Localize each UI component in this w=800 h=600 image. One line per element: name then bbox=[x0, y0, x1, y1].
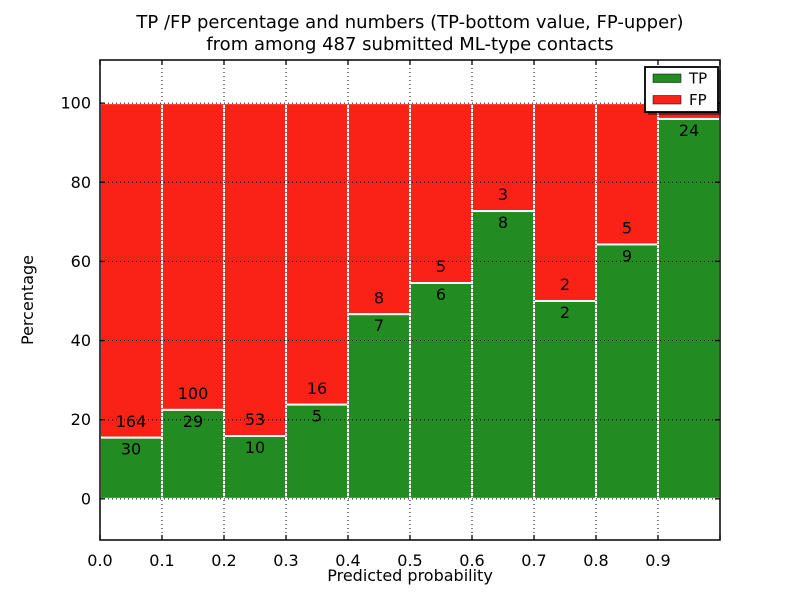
y-tick-label: 0 bbox=[81, 489, 91, 508]
chart-title-line1: TP /FP percentage and numbers (TP-bottom… bbox=[135, 12, 683, 33]
legend: TP FP bbox=[644, 66, 721, 115]
tp-bar-segment bbox=[347, 313, 411, 500]
x-tick-label: 0.5 bbox=[397, 551, 422, 570]
tp-count-label: 2 bbox=[560, 303, 570, 322]
x-tick-label: 0.1 bbox=[149, 551, 174, 570]
tp-count-label: 24 bbox=[679, 121, 699, 140]
gridlines-layer bbox=[100, 60, 720, 540]
fp-bar-segment bbox=[471, 102, 535, 213]
legend-swatch-fp bbox=[652, 95, 682, 105]
x-tick-label: 0.0 bbox=[87, 551, 112, 570]
tp-count-label: 10 bbox=[245, 438, 265, 457]
fp-count-label: 3 bbox=[498, 185, 508, 204]
x-tick-label: 0.2 bbox=[211, 551, 236, 570]
y-tick-label: 40 bbox=[71, 331, 91, 350]
tp-count-label: 8 bbox=[498, 213, 508, 232]
x-tick-label: 0.3 bbox=[273, 551, 298, 570]
y-tick-label: 80 bbox=[71, 173, 91, 192]
fp-bar-segment bbox=[285, 102, 349, 406]
fp-count-label: 53 bbox=[245, 410, 265, 429]
tp-count-label: 5 bbox=[312, 406, 322, 425]
x-axis-label: Predicted probability bbox=[327, 566, 493, 585]
y-tick-label: 20 bbox=[71, 410, 91, 429]
legend-label-tp: TP bbox=[688, 70, 707, 88]
fp-count-label: 2 bbox=[560, 275, 570, 294]
fp-bar-segment bbox=[223, 102, 287, 438]
bar-count-labels-layer: 164301002953101658756382259124 bbox=[116, 93, 699, 458]
y-tick-label: 100 bbox=[60, 94, 91, 113]
fp-bar-segment bbox=[533, 102, 597, 302]
x-tick-label: 0.9 bbox=[645, 551, 670, 570]
fp-count-label: 5 bbox=[622, 219, 632, 238]
fp-count-label: 100 bbox=[178, 384, 209, 403]
fp-bar-segment bbox=[409, 102, 473, 285]
tp-count-label: 30 bbox=[121, 440, 141, 459]
tp-count-label: 29 bbox=[183, 412, 203, 431]
fp-bar-segment bbox=[347, 102, 411, 316]
fp-count-label: 5 bbox=[436, 257, 446, 276]
axes-layer: 0 20 40 60 80 100 0.0 0.1 0.2 0.3 0.4 0.5 0.6 0.7 0.8 0… bbox=[60, 59, 721, 570]
x-tick-label: 0.4 bbox=[335, 551, 360, 570]
tp-bar-segment bbox=[657, 117, 721, 500]
tp-bar-segment bbox=[99, 436, 163, 500]
tp-bar-segment bbox=[595, 243, 659, 500]
tp-bar-segment bbox=[533, 299, 597, 500]
x-tick-label: 0.6 bbox=[459, 551, 484, 570]
x-tick-label: 0.8 bbox=[583, 551, 608, 570]
tp-count-label: 7 bbox=[374, 316, 384, 335]
tp-bar-segment bbox=[223, 435, 287, 500]
tp-bar-segment bbox=[471, 210, 535, 500]
tp-count-label: 6 bbox=[436, 285, 446, 304]
fp-count-label: 164 bbox=[116, 412, 147, 431]
tp-bar-segment bbox=[285, 403, 349, 500]
chart-title-line2: from among 487 submitted ML-type contact… bbox=[206, 34, 613, 55]
legend-label-fp: FP bbox=[689, 91, 707, 109]
y-axis-label: Percentage bbox=[18, 255, 37, 345]
fp-count-label: 8 bbox=[374, 288, 384, 307]
fp-count-label: 16 bbox=[307, 379, 327, 398]
tp-count-label: 9 bbox=[622, 246, 632, 265]
bars-layer bbox=[99, 102, 721, 500]
fp-bar-segment bbox=[99, 102, 163, 439]
y-tick-label: 60 bbox=[71, 252, 91, 271]
x-tick-label: 0.7 bbox=[521, 551, 546, 570]
tp-bar-segment bbox=[409, 282, 473, 500]
legend-swatch-tp bbox=[652, 73, 682, 83]
fp-bar-segment bbox=[161, 102, 225, 411]
